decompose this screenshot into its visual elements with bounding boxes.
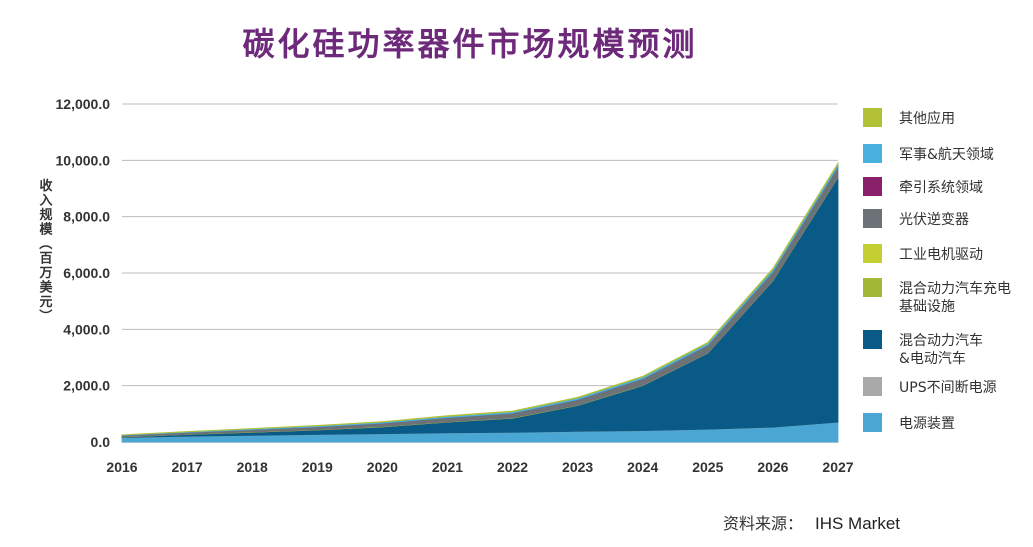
y-axis-label-char: ） — [37, 309, 53, 322]
x-tick-label: 2018 — [237, 459, 268, 475]
x-axis-tick-labels: 2016 2017 2018 2019 2020 2021 2022 2023 2024 2025… — [106, 459, 853, 475]
legend-swatch — [863, 144, 882, 163]
x-tick-label: 2024 — [627, 459, 658, 475]
y-axis-label-char: 万 — [38, 266, 52, 281]
x-tick-label: 2016 — [106, 459, 137, 475]
y-tick-label: 6,000.0 — [63, 265, 110, 281]
legend-label: 基础设施 — [899, 298, 955, 315]
legend-swatch — [863, 177, 882, 196]
x-tick-label: 2026 — [757, 459, 788, 475]
legend-swatch — [863, 330, 882, 349]
x-tick-label: 2020 — [367, 459, 398, 475]
x-tick-label: 2022 — [497, 459, 528, 475]
source-label: 资料来源： — [723, 514, 803, 533]
legend: 其他应用军事&航天领域牵引系统领域光伏逆变器工业电机驱动混合动力汽车充电基础设施… — [863, 108, 1011, 432]
y-tick-label: 0.0 — [91, 434, 111, 450]
legend-label: 电源装置 — [899, 416, 955, 432]
legend-label: 混合动力汽车 — [899, 332, 983, 349]
legend-label: 混合动力汽车充电 — [899, 280, 1011, 297]
x-tick-label: 2027 — [822, 459, 853, 475]
y-tick-label: 8,000.0 — [63, 209, 110, 225]
y-axis-label-char: 百 — [39, 252, 52, 267]
x-tick-label: 2025 — [692, 459, 723, 475]
y-axis-label-char: 入 — [39, 194, 52, 209]
y-axis-label-char: 美 — [39, 280, 53, 296]
y-axis-label-char: 收 — [39, 178, 53, 194]
legend-label: &电动汽车 — [899, 350, 966, 367]
y-axis-label-char: 规 — [39, 208, 52, 223]
x-tick-label: 2017 — [172, 459, 203, 475]
source-brand: IHS Market — [815, 514, 900, 533]
area-series — [121, 161, 839, 443]
legend-label: 光伏逆变器 — [899, 212, 969, 228]
legend-label: 军事&航天领域 — [899, 147, 994, 163]
y-axis-label-char: 元 — [39, 295, 52, 310]
chart-title: 碳化硅功率器件市场规模预测 — [242, 25, 697, 63]
y-tick-label: 2,000.0 — [63, 378, 110, 394]
x-tick-label: 2019 — [302, 459, 333, 475]
legend-swatch — [863, 377, 882, 396]
legend-swatch — [863, 413, 882, 432]
legend-label: 工业电机驱动 — [899, 247, 983, 263]
y-tick-label: 10,000.0 — [56, 152, 111, 168]
y-axis-label-char: 模 — [39, 222, 53, 238]
legend-swatch — [863, 244, 882, 263]
legend-swatch — [863, 209, 882, 228]
y-tick-label: 12,000.0 — [56, 96, 111, 112]
area-其他应用 — [121, 161, 839, 436]
y-tick-label: 4,000.0 — [63, 321, 110, 337]
y-axis-tick-labels: 0.0 2,000.0 4,000.0 6,000.0 8,000.0 10,000.0 1… — [56, 96, 111, 450]
legend-label: UPS不间断电源 — [899, 380, 997, 396]
x-tick-label: 2023 — [562, 459, 593, 475]
legend-label: 牵引系统领域 — [899, 180, 983, 196]
y-axis-label-char: （ — [37, 236, 53, 249]
legend-label: 其他应用 — [899, 110, 955, 127]
legend-swatch — [863, 108, 882, 127]
legend-swatch — [863, 278, 882, 297]
x-tick-label: 2021 — [432, 459, 463, 475]
